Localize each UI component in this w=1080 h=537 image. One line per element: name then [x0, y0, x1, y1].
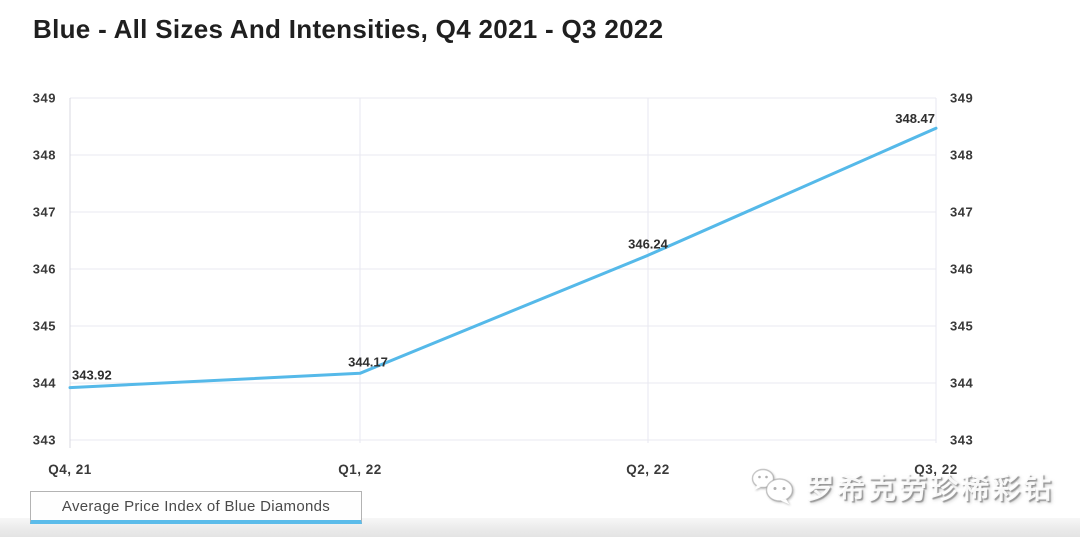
y-axis-tick-right: 349 [950, 91, 973, 106]
y-axis-tick-right: 347 [950, 205, 973, 220]
y-axis-tick-left: 343 [33, 433, 56, 448]
y-axis-tick-right: 345 [950, 319, 973, 334]
y-axis-tick-left: 344 [33, 376, 56, 391]
legend-button[interactable]: Average Price Index of Blue Diamonds [30, 491, 362, 524]
data-label: 348.47 [895, 111, 935, 126]
y-axis-tick-right: 346 [950, 262, 973, 277]
y-axis-tick-left: 346 [33, 262, 56, 277]
y-axis-tick-left: 349 [33, 91, 56, 106]
data-label: 343.92 [72, 368, 112, 383]
x-axis-tick: Q2, 22 [626, 462, 670, 477]
data-label: 344.17 [348, 354, 388, 369]
x-axis-tick: Q4, 21 [48, 462, 92, 477]
y-axis-tick-left: 348 [33, 148, 56, 163]
y-axis-tick-right: 343 [950, 433, 973, 448]
y-axis-tick-right: 344 [950, 376, 973, 391]
watermark: 罗希克劳珍稀彩钻 [750, 466, 1054, 508]
y-axis-tick-left: 347 [33, 205, 56, 220]
x-axis-tick: Q3, 22 [914, 462, 958, 477]
wechat-icon [751, 468, 794, 505]
y-axis-tick-left: 345 [33, 319, 56, 334]
chart-title: Blue - All Sizes And Intensities, Q4 202… [33, 14, 664, 44]
x-axis-tick: Q1, 22 [338, 462, 382, 477]
data-label: 346.24 [628, 236, 669, 251]
y-axis-tick-right: 348 [950, 148, 973, 163]
series-line [68, 126, 938, 390]
watermark-text: 罗希克劳珍稀彩钻 [805, 473, 1054, 504]
